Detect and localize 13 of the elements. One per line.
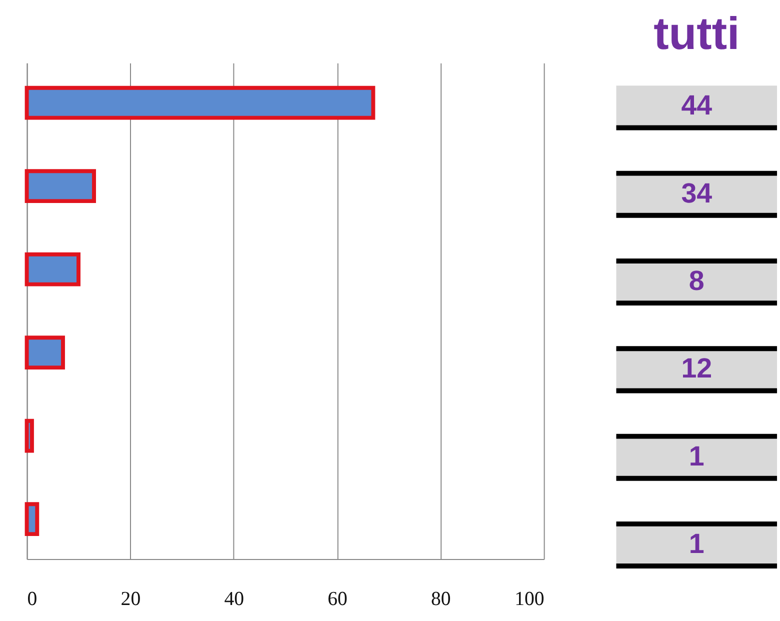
text: tutti bbox=[654, 8, 740, 59]
x-tick-label: 60 bbox=[328, 588, 348, 610]
data-label: 34 bbox=[681, 177, 713, 208]
data-label: 44 bbox=[681, 90, 713, 121]
data-label: 8 bbox=[688, 264, 704, 296]
x-tick-label: 40 bbox=[224, 588, 244, 610]
x-tick-label: 80 bbox=[430, 588, 451, 610]
x-tick-label: 100 bbox=[514, 588, 544, 610]
x-tick-label: 0 bbox=[27, 588, 38, 610]
x-tick-label: 20 bbox=[120, 588, 141, 610]
data-label: 12 bbox=[681, 352, 712, 384]
data-label: 1 bbox=[688, 528, 704, 559]
data-label: 1 bbox=[688, 440, 704, 472]
